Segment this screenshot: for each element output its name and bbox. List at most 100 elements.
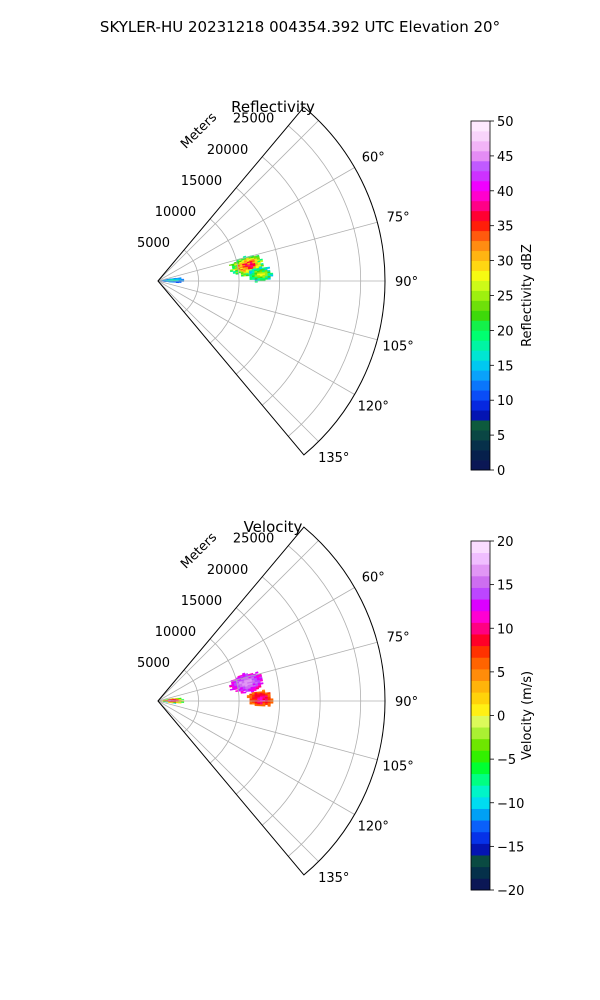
- colorbar-swatch: [471, 785, 490, 798]
- radial-tick-label: 15000: [181, 594, 222, 609]
- velocity-title: Velocity: [244, 518, 303, 536]
- colorbar-swatch: [471, 831, 490, 844]
- angular-gridline: [157, 120, 319, 282]
- echo-gate: [267, 698, 271, 701]
- colorbar-tick-label: 15: [497, 579, 514, 594]
- echo-gate: [255, 687, 260, 690]
- colorbar-swatch: [471, 668, 490, 681]
- colorbar-swatch: [471, 240, 490, 252]
- reflectivity-colorbar: 0 5 10 15 20 25 30 35 40 45 50 Reflectivity dBZ: [470, 115, 535, 479]
- radial-tick-label: 5000: [137, 656, 170, 671]
- echo-gate: [235, 690, 239, 692]
- echo-gate: [243, 691, 247, 694]
- colorbar-swatch: [471, 587, 490, 600]
- radial-tick-label: 25000: [233, 112, 274, 127]
- angular-tick-label: 75°: [387, 631, 410, 646]
- radial-tick-label: 15000: [181, 174, 222, 189]
- colorbar-swatch: [471, 121, 490, 132]
- colorbar-swatch: [471, 340, 490, 351]
- angular-gridline: [157, 540, 319, 702]
- colorbar-swatch: [471, 715, 490, 728]
- angular-tick-label: 75°: [387, 211, 410, 226]
- angular-gridline: [157, 167, 355, 282]
- colorbar-tick-label: 50: [497, 115, 514, 130]
- echo-gate: [235, 272, 239, 275]
- echo-gate: [265, 698, 269, 701]
- echo-gate: [265, 703, 269, 706]
- echo-gate: [265, 277, 269, 280]
- colorbar-swatch: [471, 420, 490, 431]
- echo-gate: [228, 264, 233, 267]
- echo-gate: [248, 689, 252, 692]
- colorbar-swatch: [471, 750, 490, 763]
- echo-gate: [181, 278, 185, 280]
- colorbar-swatch: [471, 290, 490, 301]
- colorbar-swatch: [471, 390, 490, 401]
- radial-tick-label: 25000: [233, 532, 274, 547]
- echo-gate: [229, 688, 233, 691]
- colorbar-tick-label: −10: [497, 797, 524, 812]
- echo-gate: [267, 277, 271, 280]
- echo-gate: [249, 702, 253, 705]
- colorbar-swatch: [471, 575, 490, 588]
- colorbar-swatch: [471, 796, 490, 809]
- colorbar-swatch: [471, 541, 490, 554]
- colorbar-tick-label: −5: [497, 753, 516, 768]
- colorbar-tick-label: 25: [497, 290, 514, 305]
- echo-gate: [258, 685, 262, 688]
- echo-gate: [230, 270, 234, 273]
- echo-gate: [240, 691, 244, 694]
- colorbar-swatch: [471, 430, 490, 441]
- colorbar-swatch: [471, 808, 490, 821]
- colorbar-swatch: [471, 878, 490, 891]
- colorbar-swatch: [471, 820, 490, 833]
- reflectivity-sector-outline: [157, 106, 386, 456]
- angular-gridline: [157, 587, 355, 702]
- colorbar-tick-label: 10: [497, 394, 514, 409]
- colorbar-swatch: [471, 170, 490, 182]
- velocity-colorbar: −20 −15 −10 −5 0 5 10 15 20 Velocity (m/s): [470, 535, 535, 899]
- colorbar-swatch: [471, 692, 490, 705]
- echo-gate: [270, 274, 274, 277]
- colorbar-tick-label: 45: [497, 150, 514, 165]
- radial-tick-label: 20000: [207, 563, 248, 578]
- echo-gate: [262, 704, 266, 707]
- echo-gate: [257, 704, 261, 707]
- colorbar-tick-label: 0: [497, 464, 505, 479]
- echo-gate: [260, 264, 264, 267]
- echo-gate: [234, 687, 239, 690]
- velocity-colorbar-label: Velocity (m/s): [520, 671, 535, 760]
- colorbar-tick-label: 5: [497, 666, 505, 681]
- colorbar-swatch: [471, 410, 490, 421]
- colorbar-swatch: [471, 380, 490, 391]
- colorbar-swatch: [471, 140, 490, 152]
- colorbar-swatch: [471, 350, 490, 361]
- colorbar-swatch: [471, 150, 490, 162]
- echo-gate: [270, 701, 274, 704]
- colorbar-tick-label: 30: [497, 255, 514, 270]
- echo-gate: [252, 702, 256, 705]
- echo-gate: [262, 698, 266, 701]
- echo-gate: [249, 278, 253, 280]
- colorbar-swatch: [471, 400, 490, 411]
- colorbar-swatch: [471, 270, 490, 281]
- colorbar-swatch: [471, 738, 490, 751]
- colorbar-tick-label: 0: [497, 710, 505, 725]
- echo-gate: [245, 689, 249, 692]
- radial-tick-label: 10000: [155, 205, 196, 220]
- reflectivity-title: Reflectivity: [231, 98, 315, 116]
- colorbar-swatch: [471, 330, 490, 341]
- colorbar-swatch: [471, 657, 490, 670]
- angular-tick-label: 60°: [362, 571, 385, 586]
- colorbar-swatch: [471, 552, 490, 565]
- colorbar-swatch: [471, 645, 490, 658]
- colorbar-swatch: [471, 680, 490, 693]
- angular-gridline: [157, 280, 319, 442]
- echo-gate: [232, 272, 236, 274]
- colorbar-swatch: [471, 460, 490, 471]
- echo-gate: [246, 274, 250, 277]
- echo-gate: [270, 698, 274, 701]
- echo-gate: [243, 274, 247, 277]
- angular-tick-label: 105°: [382, 759, 413, 774]
